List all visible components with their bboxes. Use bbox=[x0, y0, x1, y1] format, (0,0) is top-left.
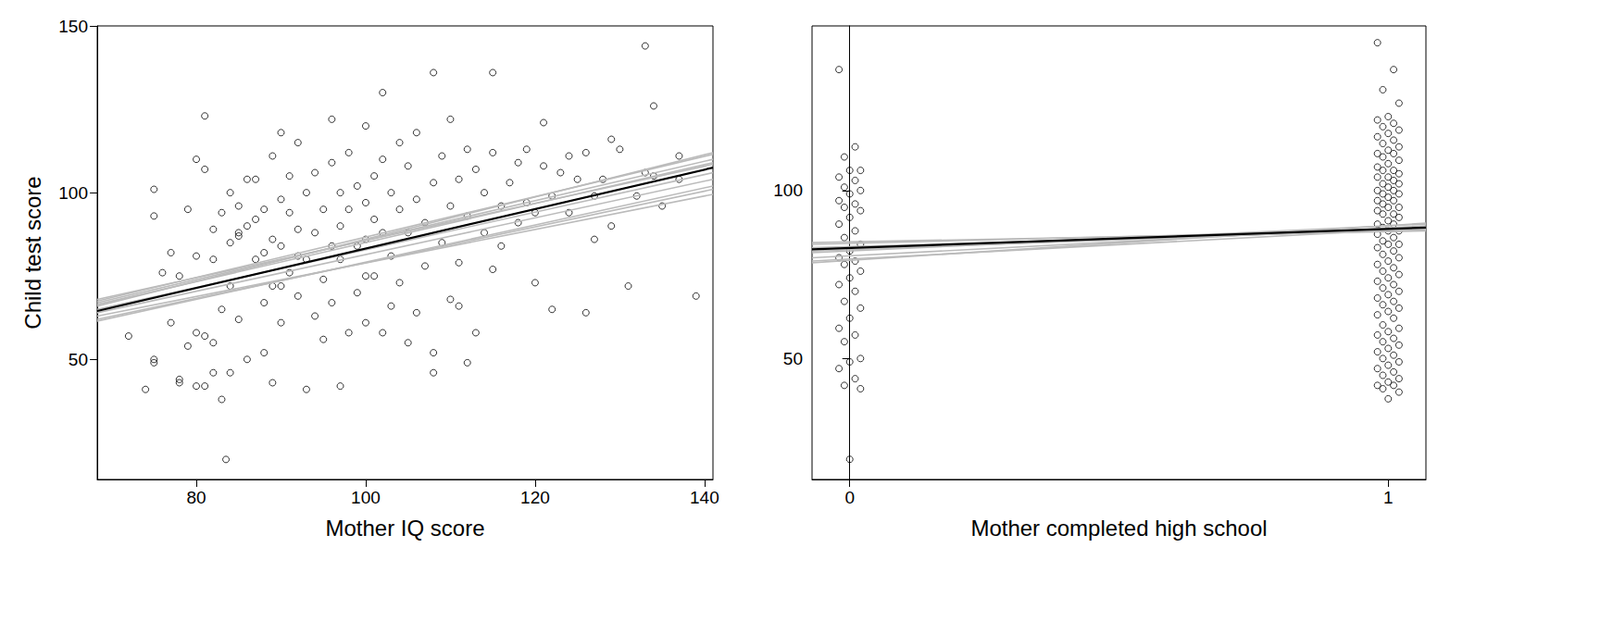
svg-text:Mother IQ score: Mother IQ score bbox=[325, 515, 485, 541]
svg-text:150: 150 bbox=[58, 16, 88, 37]
svg-text:140: 140 bbox=[689, 487, 720, 508]
svg-text:100: 100 bbox=[58, 183, 88, 203]
svg-text:50: 50 bbox=[783, 349, 803, 369]
svg-text:Mother completed high school: Mother completed high school bbox=[970, 515, 1267, 541]
svg-text:100: 100 bbox=[350, 487, 381, 508]
svg-text:0: 0 bbox=[844, 487, 855, 508]
svg-text:80: 80 bbox=[186, 487, 206, 508]
svg-text:50: 50 bbox=[68, 350, 88, 370]
svg-text:120: 120 bbox=[520, 487, 550, 508]
svg-text:100: 100 bbox=[773, 180, 803, 200]
svg-text:Child test score: Child test score bbox=[20, 175, 46, 329]
svg-text:1: 1 bbox=[1383, 487, 1394, 508]
